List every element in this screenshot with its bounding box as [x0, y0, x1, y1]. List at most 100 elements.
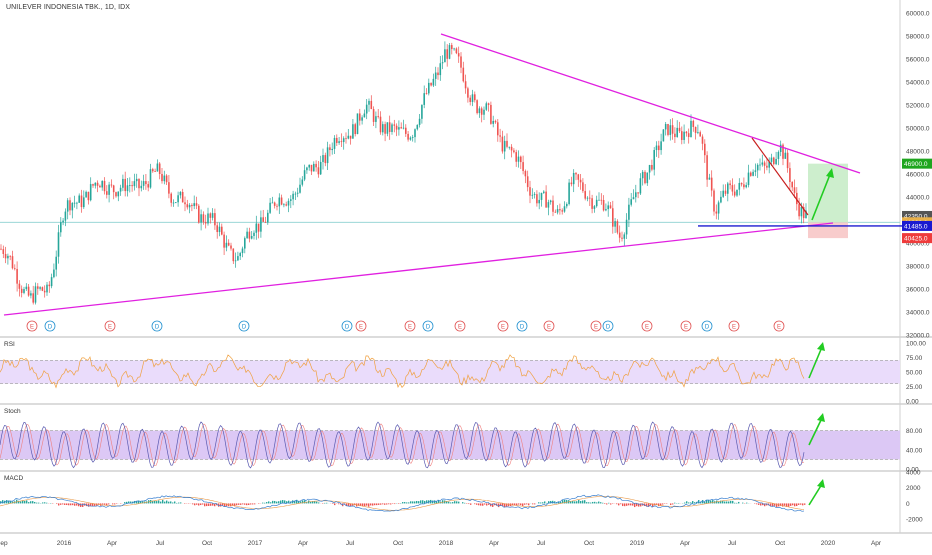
macd-bar — [524, 503, 525, 504]
candle-body — [584, 191, 586, 199]
event-marker-label: E — [501, 325, 505, 331]
macd-bar — [546, 503, 547, 504]
macd-bar — [732, 501, 733, 504]
macd-bar — [584, 500, 585, 503]
macd-bar — [416, 501, 417, 503]
candle-body — [467, 88, 469, 97]
event-marker-label: E — [547, 325, 551, 331]
macd-bar — [688, 502, 689, 503]
macd-bar — [388, 503, 389, 504]
candle-body — [276, 206, 278, 207]
macd-bar — [318, 502, 319, 503]
candle-body — [205, 222, 207, 223]
candle-body — [637, 192, 639, 193]
rsi-axis-tick: 50.00 — [906, 370, 923, 377]
candle-body — [180, 192, 182, 195]
x-axis-tick: Apr — [489, 540, 500, 547]
candle-body — [154, 171, 156, 172]
candle-body — [69, 200, 71, 210]
candle-body — [311, 165, 313, 172]
macd-title: MACD — [4, 475, 23, 482]
macd-bar — [538, 502, 539, 503]
macd-bar — [462, 502, 463, 503]
candle-body — [421, 105, 423, 119]
event-marker-label: E — [594, 325, 598, 331]
candle-body — [745, 185, 747, 187]
candle-body — [373, 109, 375, 122]
candle-body — [375, 116, 377, 122]
candle-body — [428, 83, 430, 94]
macd-bar — [480, 503, 481, 505]
candle-body — [60, 222, 62, 232]
candle-body — [787, 153, 789, 168]
candle-body — [566, 204, 568, 206]
candle-body — [780, 145, 782, 152]
macd-bar — [624, 503, 625, 506]
candle-body — [716, 212, 718, 214]
candle-body — [157, 164, 159, 172]
macd-bar — [326, 503, 327, 504]
candle-body — [21, 289, 23, 293]
price-axis-tick: 36000.0 — [906, 287, 930, 294]
candle-body — [3, 249, 5, 254]
candle-body — [131, 185, 133, 186]
candle-body — [755, 170, 757, 171]
candle-body — [256, 224, 258, 233]
candle-body — [483, 110, 485, 115]
macd-bar — [248, 503, 249, 505]
candle-body — [382, 124, 384, 132]
macd-bar — [250, 503, 251, 504]
macd-bar — [34, 502, 35, 503]
candle-body — [46, 285, 48, 293]
macd-bar — [712, 500, 713, 503]
macd-bar — [572, 501, 573, 503]
candle-body — [679, 128, 681, 131]
macd-bar — [662, 503, 663, 504]
candle-body — [568, 183, 570, 204]
macd-bar — [616, 503, 617, 504]
x-axis-tick: Jul — [156, 540, 165, 547]
candle-body — [384, 124, 386, 134]
candle-body — [65, 212, 67, 221]
macd-bar — [324, 503, 325, 504]
candle-body — [451, 45, 453, 49]
candle-body — [175, 202, 177, 203]
candle-body — [423, 93, 425, 105]
macd-bar — [522, 503, 523, 506]
x-axis-tick: Jul — [346, 540, 355, 547]
macd-bar — [38, 503, 39, 504]
candle-body — [752, 172, 754, 176]
candle-body — [771, 158, 773, 162]
candle-body — [591, 198, 593, 209]
candle-body — [446, 49, 448, 59]
macd-bar — [626, 503, 627, 505]
macd-bar — [782, 503, 783, 506]
macd-bar — [690, 502, 691, 503]
macd-bar — [276, 502, 277, 504]
candle-body — [598, 200, 600, 201]
macd-bar — [68, 503, 69, 505]
macd-bar — [542, 502, 543, 503]
macd-bar — [734, 503, 735, 504]
macd-bar — [422, 500, 423, 503]
macd-bar — [372, 503, 373, 505]
candle-body — [281, 198, 283, 205]
candle-body — [748, 173, 750, 185]
candle-body — [182, 192, 184, 202]
candle-body — [702, 137, 704, 144]
candle-body — [104, 181, 106, 191]
macd-bar — [56, 503, 57, 504]
macd-bar — [798, 503, 799, 505]
x-axis-tick: 2016 — [57, 540, 72, 547]
x-axis-tick: 2017 — [248, 540, 263, 547]
macd-bar — [478, 503, 479, 505]
price-label: 46900.0 — [904, 161, 928, 168]
event-marker-label: D — [155, 325, 160, 331]
macd-bar — [46, 503, 47, 504]
candle-body — [288, 201, 290, 206]
candle-body — [725, 191, 727, 194]
candle-body — [320, 162, 322, 174]
candle-body — [750, 173, 752, 176]
macd-bar — [528, 503, 529, 505]
candle-body — [469, 98, 471, 102]
